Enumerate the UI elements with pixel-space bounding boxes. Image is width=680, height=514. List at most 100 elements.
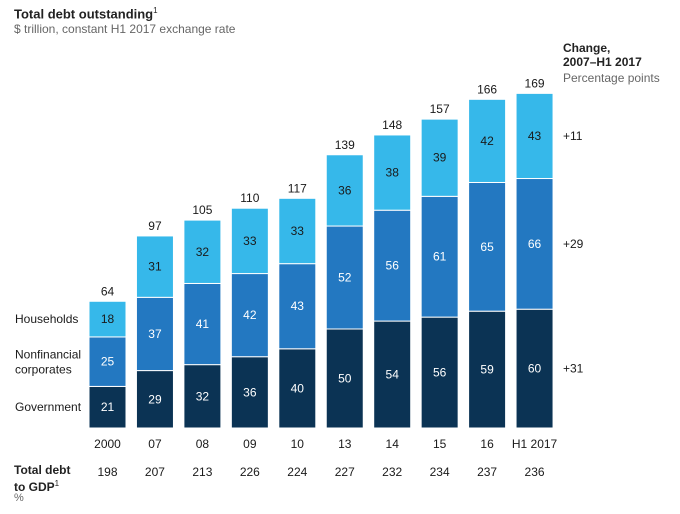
bar-value-label: 39 — [433, 151, 447, 165]
bar-value-label: 66 — [528, 237, 542, 251]
x-tick-label: 14 — [386, 437, 400, 451]
bar-segment-households — [230, 207, 269, 275]
bar-segment-government — [230, 356, 269, 429]
x-tick-label: 13 — [338, 437, 352, 451]
bar-value-label: 40 — [291, 381, 305, 395]
bar-segment-nonfinancial — [230, 273, 269, 358]
x-tick-label: 15 — [433, 437, 447, 451]
bar-value-label: 38 — [386, 166, 400, 180]
bar-value-label: 31 — [148, 260, 162, 274]
bar-total-label: 97 — [148, 219, 162, 233]
chart-subtitle: $ trillion, constant H1 2017 exchange ra… — [14, 22, 236, 36]
bar-segment-households — [88, 300, 127, 338]
debt-to-gdp-value: 198 — [97, 465, 117, 479]
change-column-title: Change, 2007–H1 2017 — [563, 41, 642, 69]
bar-total-label: 157 — [430, 102, 450, 116]
bar-total-label: 105 — [192, 203, 212, 217]
bar-segment-government — [325, 328, 364, 429]
bar-value-label: 18 — [101, 312, 115, 326]
legend-households: Households — [15, 312, 78, 326]
debt-to-gdp-value: 234 — [430, 465, 450, 479]
bar-segment-government — [468, 310, 507, 429]
bar-value-label: 61 — [433, 250, 447, 264]
debt-to-gdp-value: 237 — [477, 465, 497, 479]
bar-segment-government — [135, 370, 174, 429]
bar-segment-households — [135, 235, 174, 298]
bar-value-label: 42 — [480, 134, 494, 148]
change-column-subtitle: Percentage points — [563, 71, 660, 85]
bar-segment-households — [515, 92, 554, 180]
bar-value-label: 59 — [480, 363, 494, 377]
x-tick-label: 2000 — [94, 437, 121, 451]
bar-value-label: 65 — [480, 240, 494, 254]
bar-value-label: 60 — [528, 362, 542, 376]
debt-to-gdp-unit: % — [14, 492, 24, 504]
bar-segment-households — [278, 197, 317, 265]
bar-value-label: 37 — [148, 327, 162, 341]
bar-value-label: 43 — [528, 129, 542, 143]
bar-segment-households — [183, 219, 222, 284]
bar-value-label: 54 — [386, 368, 400, 382]
bar-value-label: 52 — [338, 271, 352, 285]
bar-value-label: 33 — [291, 224, 305, 238]
bar-segment-nonfinancial — [183, 282, 222, 366]
bar-value-label: 29 — [148, 392, 162, 406]
x-tick-label: 09 — [243, 437, 257, 451]
debt-to-gdp-value: 224 — [287, 465, 307, 479]
x-tick-label: 10 — [291, 437, 305, 451]
change-nonfinancial: +29 — [563, 237, 584, 251]
change-government: +31 — [563, 362, 584, 376]
bar-value-label: 56 — [433, 366, 447, 380]
bar-segment-nonfinancial — [468, 181, 507, 312]
bar-segment-government — [278, 348, 317, 429]
bar-segment-households — [420, 118, 459, 197]
bar-total-label: 110 — [240, 191, 259, 205]
bar-segment-government — [183, 364, 222, 429]
bar-segment-government — [420, 316, 459, 429]
debt-to-gdp-value: 236 — [525, 465, 545, 479]
x-tick-label: H1 2017 — [512, 437, 558, 451]
bar-value-label: 41 — [196, 317, 210, 331]
bar-value-label: 32 — [196, 245, 210, 259]
bar-segment-nonfinancial — [278, 263, 317, 350]
debt-to-gdp-value: 232 — [382, 465, 402, 479]
bar-segment-nonfinancial — [420, 195, 459, 318]
debt-to-gdp-value: 226 — [240, 465, 260, 479]
bar-total-label: 64 — [101, 284, 115, 298]
bar-total-label: 117 — [288, 181, 307, 195]
bar-value-label: 42 — [243, 308, 257, 322]
bar-total-label: 139 — [335, 138, 355, 152]
bar-total-label: 148 — [382, 118, 402, 132]
debt-to-gdp-value: 213 — [192, 465, 212, 479]
bar-value-label: 50 — [338, 372, 352, 386]
change-households: +11 — [563, 129, 583, 143]
x-tick-label: 08 — [196, 437, 210, 451]
bar-value-label: 43 — [291, 299, 305, 313]
bar-value-label: 56 — [386, 259, 400, 273]
bar-value-label: 36 — [243, 385, 257, 399]
bar-value-label: 25 — [101, 355, 115, 369]
debt-to-gdp-value: 207 — [145, 465, 165, 479]
debt-to-gdp-value: 227 — [335, 465, 355, 479]
bar-segment-households — [468, 98, 507, 183]
bar-segment-nonfinancial — [135, 296, 174, 372]
bar-value-label: 36 — [338, 183, 352, 197]
bar-segment-government — [373, 320, 412, 429]
bar-segment-households — [325, 154, 364, 227]
x-tick-label: 16 — [480, 437, 494, 451]
bar-segment-nonfinancial — [325, 225, 364, 330]
debt-to-gdp-title: Total debt to GDP1 — [14, 463, 71, 494]
legend-nonfinancial-line2: corporates — [15, 363, 72, 377]
bar-segment-nonfinancial — [88, 336, 127, 387]
bar-value-label: 21 — [101, 400, 115, 414]
bar-segment-households — [373, 134, 412, 211]
bar-value-label: 32 — [196, 389, 210, 403]
legend-government: Government — [15, 400, 82, 414]
chart-title: Total debt outstanding1 — [14, 6, 158, 22]
x-tick-label: 07 — [148, 437, 162, 451]
bar-value-label: 33 — [243, 234, 257, 248]
bar-segment-government — [515, 308, 554, 429]
legend-nonfinancial-line1: Nonfinancial — [15, 348, 81, 362]
bar-total-label: 166 — [477, 82, 497, 96]
